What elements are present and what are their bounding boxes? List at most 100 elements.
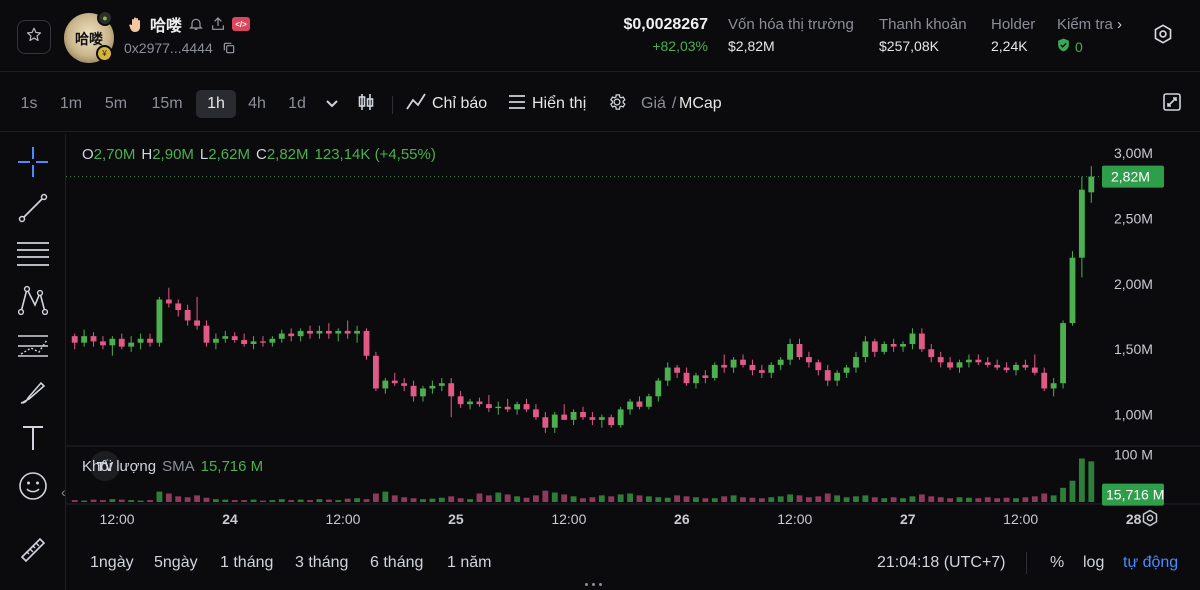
range-1m[interactable]: 1 tháng: [220, 554, 274, 571]
x-tick-label: 12:00: [1003, 511, 1038, 527]
candle-up: [438, 383, 445, 386]
stat-audit[interactable]: Kiểm tra › 0: [1057, 16, 1122, 55]
timeframe-15m[interactable]: 15m: [151, 95, 183, 112]
emoji-tool[interactable]: [15, 470, 51, 506]
candle-down: [937, 357, 944, 363]
fullscreen-button[interactable]: [1163, 92, 1181, 114]
range-1y[interactable]: 1 năm: [447, 554, 492, 571]
candle-up: [853, 357, 859, 368]
axis-settings-icon[interactable]: [1142, 509, 1158, 527]
x-tick-label: 24: [222, 511, 238, 527]
timeframe-more-button[interactable]: [326, 94, 338, 114]
volume-bar: [984, 497, 991, 502]
candle-down: [805, 357, 812, 363]
stat-label: Holder: [991, 16, 1036, 33]
candle-down: [448, 383, 455, 397]
candle-down: [918, 333, 925, 350]
share-icon[interactable]: [210, 16, 226, 32]
candle-up: [862, 341, 869, 358]
crosshair-tool[interactable]: [15, 146, 51, 182]
chart-settings-button[interactable]: [607, 93, 627, 114]
candle-down: [476, 401, 483, 405]
candle-down: [796, 344, 803, 358]
ohlc-legend: O2,70M H2,90M L2,62M C2,82M 123,14K (+4,…: [82, 146, 436, 163]
trend-line-tool[interactable]: [15, 192, 51, 228]
volume-bar: [448, 496, 455, 502]
text-tool[interactable]: [15, 422, 51, 458]
indicators-button[interactable]: Chỉ báo: [406, 93, 487, 116]
fib-tool[interactable]: [15, 238, 51, 274]
stat-value: $2,82M: [728, 38, 775, 54]
volume-bar: [871, 497, 878, 502]
volume-bar: [250, 499, 257, 502]
price-tick-label: 1,50M: [1114, 341, 1153, 357]
indicator-line-icon: [406, 93, 426, 116]
chart-type-button[interactable]: [356, 93, 376, 114]
candle-down: [542, 417, 549, 428]
measure-tool[interactable]: [15, 534, 51, 570]
candle-up: [956, 362, 963, 368]
chart-plot[interactable]: 3,00M 2,50M 2,00M 1,50M 1,00M 2,82M 100 M 15,71…: [66, 134, 1200, 534]
timeframe-1m[interactable]: 1m: [59, 95, 83, 112]
text-icon: [20, 424, 46, 457]
x-tick-label: 12:00: [777, 511, 812, 527]
range-1d[interactable]: 1ngày: [90, 554, 134, 571]
candle-down: [147, 338, 153, 343]
timeframe-1h[interactable]: 1h: [196, 90, 236, 118]
candle-down: [721, 364, 728, 368]
tradingview-logo: TV: [90, 451, 120, 481]
range-3m[interactable]: 3 tháng: [295, 554, 349, 571]
stat-value: 0: [1057, 38, 1122, 55]
auto-toggle[interactable]: tự động: [1123, 554, 1179, 571]
clock[interactable]: 21:04:18 (UTC+7): [877, 554, 1006, 571]
candle-down: [194, 320, 200, 326]
volume-bar: [212, 499, 219, 502]
code-icon[interactable]: </>: [232, 17, 251, 31]
candle-down: [504, 406, 511, 410]
volume-bar: [702, 498, 709, 502]
price-toggle[interactable]: Giá /: [641, 94, 676, 114]
candle-down: [288, 333, 295, 337]
sma-value: 15,716 M: [200, 458, 264, 475]
volume-bar: [994, 498, 1001, 502]
price-chart[interactable]: O2,70M H2,90M L2,62M C2,82M 123,14K (+4,…: [61, 134, 1200, 534]
price-tick-label: 3,00M: [1114, 145, 1153, 161]
candle-up: [1088, 176, 1095, 193]
timeframe-1s[interactable]: 1s: [20, 95, 38, 112]
resize-handle[interactable]: [585, 583, 607, 589]
bell-icon[interactable]: [188, 16, 204, 32]
address-text: 0x2977...4444: [124, 40, 213, 56]
volume-label: Khối lượng: [82, 458, 157, 475]
pattern-tool[interactable]: [15, 284, 51, 320]
brush-tool[interactable]: [15, 376, 51, 412]
range-5d[interactable]: 5ngày: [154, 554, 198, 571]
candle-up: [664, 367, 671, 381]
volume-bar: [815, 496, 822, 502]
volume-bar: [90, 499, 97, 502]
mcap-toggle[interactable]: MCap: [679, 95, 722, 112]
collapse-tools-icon[interactable]: ‹: [61, 484, 66, 500]
timeframe-1d[interactable]: 1d: [288, 95, 306, 112]
percent-toggle[interactable]: %: [1050, 554, 1065, 571]
candle-up: [335, 330, 342, 334]
candle-down: [871, 341, 878, 352]
timeframe-5m[interactable]: 5m: [104, 95, 128, 112]
x-tick-label: 26: [674, 511, 690, 527]
volume-bar: [457, 498, 464, 502]
candle-down: [184, 310, 191, 321]
copy-icon[interactable]: [221, 40, 237, 56]
timeframe-4h[interactable]: 4h: [248, 95, 266, 112]
projection-tool[interactable]: [15, 330, 51, 366]
candle-up: [156, 299, 163, 343]
range-6m[interactable]: 6 tháng: [370, 554, 424, 571]
x-tick-label: 25: [448, 511, 464, 527]
candle-up: [109, 338, 116, 346]
price-tick-label: 2,50M: [1114, 210, 1153, 226]
log-toggle[interactable]: log: [1083, 554, 1105, 571]
settings-button[interactable]: [1149, 22, 1177, 50]
volume-bar: [1022, 497, 1029, 502]
volume-bar: [372, 493, 379, 502]
favorite-button[interactable]: [17, 20, 51, 54]
volume-bar: [316, 499, 323, 502]
display-button[interactable]: Hiển thị: [508, 94, 586, 114]
